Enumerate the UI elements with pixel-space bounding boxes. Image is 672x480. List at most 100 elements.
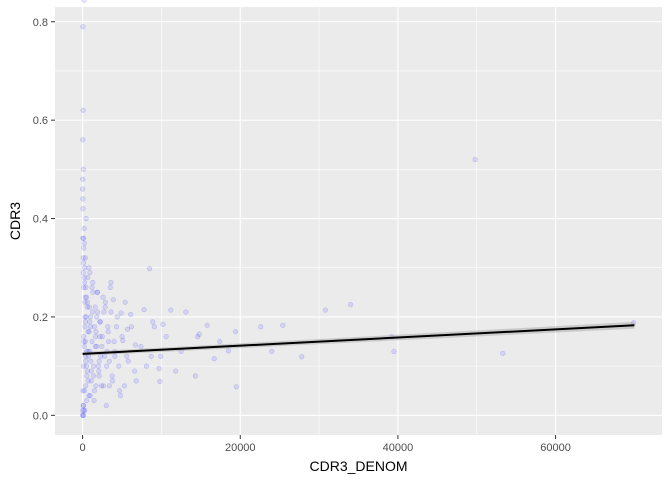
- scatter-point: [141, 306, 147, 313]
- scatter-point: [94, 343, 100, 350]
- scatter-point: [106, 383, 112, 389]
- scatter-point: [258, 324, 264, 330]
- scatter-point: [82, 294, 88, 300]
- scatter-point: [80, 402, 87, 409]
- scatter-point: [103, 402, 109, 409]
- scatter-point: [81, 225, 87, 231]
- scatter-point: [132, 368, 138, 374]
- x-tick-label: 0: [80, 442, 86, 454]
- scatter-point: [107, 284, 113, 291]
- scatter-point: [108, 309, 114, 315]
- scatter-point: [391, 348, 397, 354]
- scatter-point: [97, 319, 103, 325]
- scatter-point: [100, 294, 106, 300]
- scatter-point: [117, 388, 123, 394]
- scatter-point: [211, 356, 217, 362]
- scatter-point: [204, 322, 210, 328]
- scatter-point: [97, 334, 103, 340]
- x-tick-label: 40000: [383, 442, 414, 454]
- scatter-point: [111, 338, 117, 345]
- scatter-point: [84, 368, 90, 374]
- scatter-point: [99, 343, 105, 350]
- scatter-point: [143, 363, 150, 369]
- scatter-point: [83, 284, 89, 291]
- scatter-point: [81, 245, 87, 251]
- scatter-point: [82, 299, 88, 305]
- scatter-point: [160, 321, 166, 327]
- scatter-point: [128, 324, 135, 330]
- scatter-point: [84, 373, 90, 379]
- scatter-point: [90, 289, 96, 295]
- scatter-point: [89, 284, 95, 291]
- scatter-point: [86, 304, 92, 310]
- y-axis-title: CDR3: [7, 202, 23, 240]
- scatter-point: [82, 338, 88, 345]
- scatter-point: [80, 186, 86, 192]
- scatter-point: [192, 373, 198, 379]
- scatter-point: [232, 329, 239, 335]
- scatter-point: [133, 378, 139, 384]
- scatter-point: [92, 334, 99, 340]
- scatter-point: [147, 266, 153, 272]
- scatter-point: [86, 329, 92, 335]
- scatter-point: [80, 260, 87, 266]
- scatter-point: [106, 358, 112, 364]
- scatter-point: [82, 314, 88, 320]
- x-axis-title: CDR3_DENOM: [309, 458, 407, 474]
- scatter-point: [83, 363, 90, 369]
- scatter-point: [106, 338, 112, 345]
- scatter-point: [195, 334, 201, 340]
- scatter-point: [124, 326, 131, 332]
- scatter-point: [80, 412, 86, 418]
- scatter-point: [82, 255, 88, 261]
- scatter-point: [81, 279, 88, 286]
- scatter-point: [124, 353, 130, 359]
- scatter-point: [105, 324, 111, 330]
- scatter-point: [97, 319, 103, 325]
- scatter-point: [113, 324, 120, 330]
- scatter-point: [81, 407, 87, 414]
- scatter-point: [225, 348, 232, 354]
- scatter-point: [80, 363, 87, 369]
- scatter-point: [280, 322, 286, 328]
- scatter-point: [87, 324, 94, 330]
- scatter-point: [158, 353, 164, 359]
- scatter-point: [84, 304, 90, 310]
- scatter-point: [91, 388, 98, 394]
- y-tick-label: 0.4: [33, 214, 48, 226]
- scatter-point: [119, 334, 125, 340]
- scatter-point: [91, 363, 97, 369]
- scatter-point: [80, 137, 86, 143]
- scatter-point: [132, 342, 139, 348]
- scatter-point: [88, 368, 94, 374]
- scatter-point: [91, 324, 98, 330]
- scatter-point: [148, 353, 154, 359]
- scatter-point: [88, 358, 94, 364]
- scatter-point: [173, 368, 179, 374]
- scatter-point: [96, 368, 102, 374]
- scatter-point: [99, 334, 105, 340]
- scatter-point: [117, 393, 124, 399]
- y-tick-label: 0.6: [33, 115, 48, 127]
- scatter-point: [151, 324, 157, 330]
- scatter-point: [101, 309, 107, 315]
- scatter-point: [90, 279, 96, 286]
- plot-panel: [55, 7, 662, 435]
- scatter-point: [121, 383, 127, 389]
- scatter-point: [80, 402, 86, 409]
- scatter-point: [80, 196, 86, 202]
- scatter-point: [322, 307, 328, 313]
- scatter-point: [91, 397, 97, 404]
- scatter-point: [150, 319, 156, 325]
- trend-line: [82, 324, 635, 355]
- scatter-point: [125, 358, 131, 364]
- scatter-point: [80, 235, 86, 241]
- scatter-point: [87, 314, 94, 320]
- scatter-point: [92, 343, 98, 350]
- scatter-point: [80, 166, 86, 172]
- scatter-point: [94, 289, 101, 295]
- scatter-point: [87, 393, 93, 399]
- scatter-point: [80, 255, 86, 261]
- y-tick-label: 0.0: [33, 410, 48, 422]
